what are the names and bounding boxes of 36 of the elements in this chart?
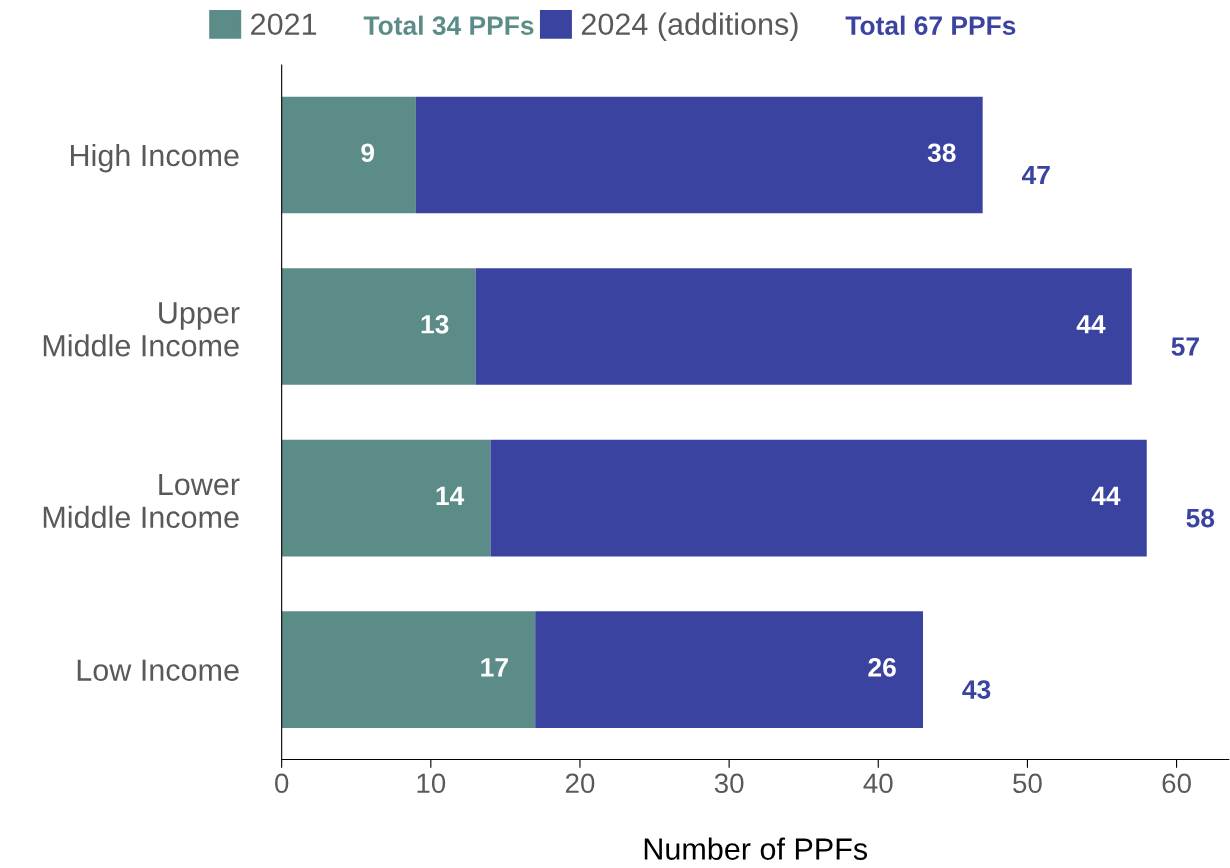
bar: [281, 268, 476, 385]
bar: [490, 439, 1147, 557]
data-label: 44: [1076, 315, 1106, 334]
total-label: 58: [1186, 508, 1215, 528]
bar: [281, 96, 416, 214]
x-tick-label: 40: [863, 773, 893, 794]
y-tick-label: High Income: [70, 143, 239, 173]
total-label: 43: [962, 680, 991, 699]
bar: [415, 96, 983, 214]
bar: [535, 611, 924, 728]
data-label: 38: [927, 143, 956, 163]
legend-label: 2024 (additions): [581, 12, 798, 42]
text: Total 34 PPFs: [363, 15, 534, 36]
x-tick-label: 10: [417, 773, 446, 794]
data-label: 14: [436, 486, 465, 505]
data-label: 17: [481, 658, 508, 677]
x-tick-label: 0: [275, 773, 289, 794]
bar: [475, 268, 1132, 385]
data-label: 44: [1091, 486, 1121, 505]
data-label: 9: [361, 143, 375, 163]
y-tick-label: Low Income: [77, 659, 239, 681]
x-tick-label: 50: [1013, 773, 1042, 794]
text: Total 67 PPFs: [845, 15, 1016, 35]
x-axis-title: Number of PPFs: [644, 837, 868, 860]
total-label: 57: [1171, 337, 1199, 356]
y-tick-label: Lower Middle Income: [43, 473, 240, 529]
total-label: 47: [1021, 165, 1050, 185]
bar: [281, 611, 536, 728]
x-tick-label: 60: [1162, 773, 1191, 794]
bar: [281, 439, 491, 557]
data-label: 13: [421, 314, 449, 334]
data-label: 26: [868, 658, 896, 677]
x-tick-label: 20: [565, 773, 595, 794]
y-tick-label: Upper Middle Income: [43, 302, 240, 357]
legend-label: 2021: [251, 13, 317, 36]
x-tick-label: 30: [714, 773, 744, 794]
